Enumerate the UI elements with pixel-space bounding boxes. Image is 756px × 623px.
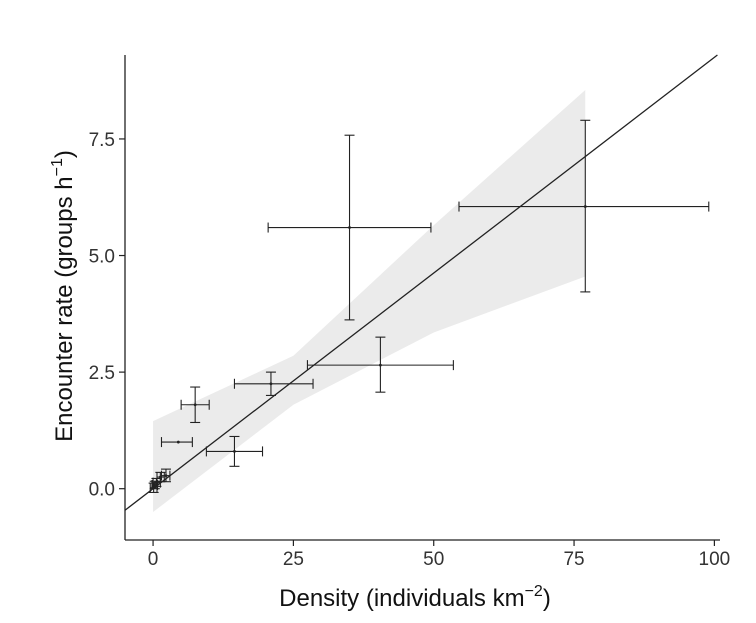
data-point <box>269 382 273 386</box>
data-point <box>152 486 156 490</box>
y-tick-label: 2.5 <box>89 363 115 384</box>
x-axis-title: Density (individuals km−2) <box>279 583 551 612</box>
x-tick-label: 0 <box>148 549 159 570</box>
y-tick-label: 0.0 <box>89 480 115 501</box>
fit-line-layer <box>124 54 718 511</box>
x-tick-label: 100 <box>699 549 731 570</box>
y-tick-label: 5.0 <box>89 247 115 268</box>
y-tick-label: 7.5 <box>89 130 115 151</box>
confidence-band-layer <box>153 89 586 513</box>
data-points-layer <box>152 205 587 490</box>
x-tick-label: 25 <box>283 549 304 570</box>
data-point <box>348 226 351 229</box>
axes-layer: 0 25 50 75 100 0.0 2.5 5.0 7.5 <box>89 55 731 570</box>
x-tick-label: 50 <box>423 549 444 570</box>
y-axis-title: Encounter rate (groups h−1) <box>49 150 78 442</box>
regression-line <box>124 54 718 511</box>
x-tick-label: 75 <box>563 549 584 570</box>
data-point <box>158 475 162 479</box>
confidence-band <box>153 89 586 513</box>
data-point <box>233 449 236 453</box>
data-point <box>193 403 197 407</box>
data-point <box>583 205 587 208</box>
data-point <box>153 483 157 487</box>
data-point <box>164 474 168 478</box>
data-point <box>379 363 382 367</box>
data-point <box>155 481 158 485</box>
data-point <box>176 440 180 444</box>
